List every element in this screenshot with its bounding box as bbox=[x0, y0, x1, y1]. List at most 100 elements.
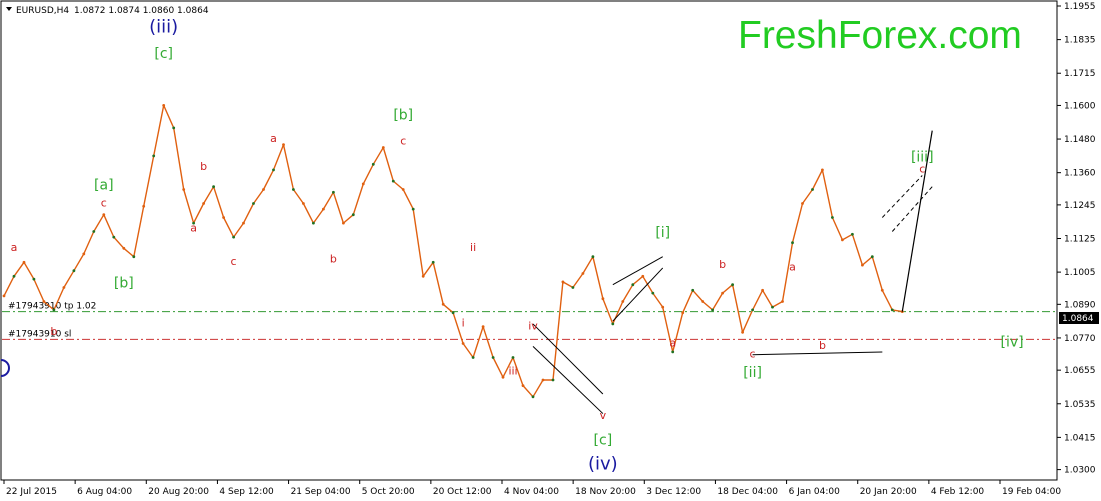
price-point bbox=[501, 375, 505, 379]
y-tick-label: 1.1480 bbox=[1064, 135, 1096, 145]
price-point bbox=[92, 230, 96, 233]
x-tick-label: 19 Feb 04:00 bbox=[1002, 487, 1061, 497]
price-point bbox=[701, 300, 705, 303]
price-point bbox=[82, 252, 86, 256]
y-tick-label: 1.0770 bbox=[1064, 334, 1096, 344]
x-tick-label: 3 Dec 12:00 bbox=[646, 487, 701, 497]
price-point bbox=[671, 350, 675, 354]
price-point bbox=[32, 277, 36, 281]
price-point bbox=[162, 104, 166, 107]
price-point bbox=[691, 288, 695, 292]
triangle-line-a[interactable] bbox=[881, 175, 923, 218]
wave-label: (iv) bbox=[588, 454, 618, 475]
dropdown-arrow-icon[interactable] bbox=[6, 7, 12, 11]
wave-label: ii bbox=[470, 241, 476, 254]
price-point bbox=[371, 162, 375, 166]
price-point bbox=[791, 241, 794, 245]
price-point bbox=[531, 395, 535, 399]
y-tick-label: 1.1245 bbox=[1064, 201, 1096, 211]
wave-label: [b] bbox=[393, 107, 413, 123]
y-tick-label: 1.1125 bbox=[1064, 234, 1096, 244]
price-point bbox=[102, 213, 106, 217]
price-point bbox=[192, 221, 196, 225]
price-point bbox=[861, 263, 864, 267]
plot-area[interactable] bbox=[0, 0, 1058, 481]
price-point bbox=[132, 255, 136, 259]
price-point bbox=[561, 280, 565, 284]
price-point bbox=[451, 311, 455, 315]
y-tick-label: 1.0890 bbox=[1064, 300, 1096, 310]
wedge-lower-line[interactable] bbox=[612, 267, 664, 322]
wave-label: [ii] bbox=[743, 365, 762, 381]
price-point bbox=[571, 286, 575, 289]
price-point bbox=[112, 235, 116, 239]
price-point bbox=[631, 283, 635, 287]
triangle-line-b[interactable] bbox=[891, 186, 933, 232]
price-point bbox=[611, 322, 615, 326]
brand-logo-text: FreshForex.com bbox=[738, 14, 1022, 57]
price-point bbox=[731, 283, 734, 287]
support-line[interactable] bbox=[752, 351, 883, 356]
price-point bbox=[481, 325, 485, 329]
price-point bbox=[52, 308, 56, 312]
price-point bbox=[521, 384, 525, 387]
y-tick-label: 1.0415 bbox=[1064, 433, 1096, 443]
price-point bbox=[322, 207, 325, 211]
y-tick-label: 1.1600 bbox=[1064, 101, 1096, 111]
wave-label: [a] bbox=[94, 177, 114, 193]
wave-label: v bbox=[600, 409, 607, 422]
wave-label: [iii] bbox=[911, 149, 934, 165]
x-tick-label: 22 Jul 2015 bbox=[6, 487, 57, 497]
price-point bbox=[870, 255, 874, 259]
x-tick-label: 4 Sep 12:00 bbox=[219, 487, 274, 497]
price-point bbox=[551, 378, 555, 382]
wave-label: c bbox=[101, 196, 107, 209]
price-point bbox=[741, 330, 744, 334]
wave-label: b bbox=[819, 339, 826, 352]
x-tick-label: 4 Feb 12:00 bbox=[931, 487, 985, 497]
x-tick-label: 6 Jan 04:00 bbox=[789, 487, 841, 497]
x-tick-label: 4 Nov 04:00 bbox=[504, 487, 559, 497]
wave-label: c bbox=[231, 255, 237, 268]
price-point bbox=[12, 274, 16, 278]
price-point bbox=[342, 221, 345, 225]
price-point bbox=[711, 308, 714, 312]
left-edge-mark bbox=[0, 359, 10, 377]
y-tick-label: 1.1835 bbox=[1064, 36, 1096, 46]
channel-upper-line[interactable] bbox=[532, 323, 604, 395]
wave-label: c bbox=[400, 135, 406, 148]
y-tick-label: 1.1005 bbox=[1064, 268, 1096, 278]
wave-label: a bbox=[11, 241, 18, 254]
price-point bbox=[182, 188, 186, 191]
symbol-label: EURUSD,H4 bbox=[16, 6, 69, 16]
price-point bbox=[2, 294, 6, 298]
ohlc-values: 1.0872 1.0874 1.0860 1.0864 bbox=[74, 6, 209, 16]
price-point bbox=[781, 300, 784, 303]
price-point bbox=[890, 308, 894, 312]
current-price-label: 1.0864 bbox=[1062, 314, 1094, 324]
wedge-upper-line[interactable] bbox=[612, 256, 663, 286]
price-point bbox=[851, 232, 854, 236]
y-tick-label: 1.1715 bbox=[1064, 69, 1096, 79]
wave-label: [c] bbox=[154, 46, 173, 62]
price-point bbox=[252, 202, 255, 205]
price-point bbox=[401, 188, 405, 191]
y-tick-label: 1.0300 bbox=[1064, 466, 1096, 476]
y-tick-label: 1.1360 bbox=[1064, 169, 1096, 179]
price-point bbox=[761, 288, 764, 292]
price-point bbox=[62, 286, 66, 289]
price-point bbox=[681, 311, 685, 315]
price-point bbox=[661, 305, 665, 309]
wave-label: a bbox=[789, 261, 796, 274]
wave-label: c bbox=[919, 163, 925, 176]
price-point bbox=[431, 260, 435, 264]
x-tick-label: 6 Aug 04:00 bbox=[77, 487, 132, 497]
price-point bbox=[601, 297, 605, 301]
wave-label: iv bbox=[528, 320, 538, 333]
channel-lower-line[interactable] bbox=[532, 345, 604, 414]
price-point bbox=[222, 216, 226, 219]
price-point bbox=[811, 188, 814, 191]
wave-label: a bbox=[669, 336, 676, 349]
